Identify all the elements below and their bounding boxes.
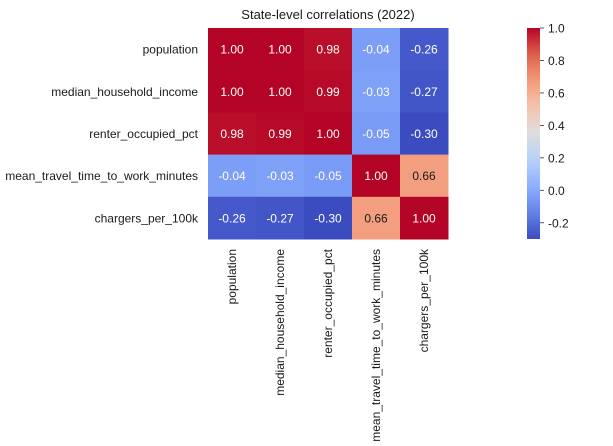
heatmap-cell (400, 154, 449, 198)
heatmap-cell (400, 70, 449, 113)
cell-value-label: 1.00 (412, 211, 436, 225)
cell-value-label: -0.26 (410, 43, 438, 57)
colorbar-gradient (527, 28, 540, 239)
heatmap-cell (256, 154, 305, 198)
cell-value-label: 0.99 (316, 85, 340, 99)
heatmap-cell (208, 70, 257, 113)
heatmap-cell (352, 28, 401, 71)
heatmap-cell (256, 28, 305, 71)
column-label: renter_occupied_pct (321, 248, 335, 357)
heatmap-cell (400, 196, 449, 240)
column-label: chargers_per_100k (417, 248, 431, 352)
cell-value-label: 0.66 (412, 169, 436, 183)
cell-value-label: 1.00 (220, 85, 244, 99)
colorbar: 1.0 0.8 0.6 0.4 0.2 0.0 -0.2 (527, 22, 569, 239)
heatmap-cell (400, 112, 449, 156)
heatmap-cell (304, 196, 353, 240)
colorbar-tick-label: 0.6 (548, 86, 565, 100)
colorbar-tick-label: 0.0 (548, 184, 565, 198)
heatmap-cell (352, 154, 401, 198)
cell-value-label: -0.30 (410, 127, 438, 141)
row-label: population (143, 43, 198, 57)
row-label: chargers_per_100k (95, 211, 199, 225)
cell-value-label: -0.27 (266, 211, 294, 225)
heatmap-cell (304, 28, 353, 71)
heatmap-cell (208, 196, 257, 240)
cell-value-label: -0.26 (218, 211, 246, 225)
cell-value-label: 1.00 (220, 43, 244, 57)
heatmap-cell (208, 154, 257, 198)
heatmap-cell (208, 112, 257, 156)
cell-value-label: 0.98 (220, 127, 244, 141)
chart-title: State-level correlations (2022) (241, 7, 414, 22)
cell-value-label: -0.05 (362, 127, 390, 141)
cell-value-label: 0.66 (364, 211, 388, 225)
cell-value-label: -0.30 (314, 211, 342, 225)
colorbar-tick-label: -0.2 (548, 216, 569, 230)
heatmap-cell (208, 28, 257, 71)
row-label: median_household_income (51, 85, 198, 99)
heatmap-cell (352, 70, 401, 113)
cell-value-label: -0.03 (362, 85, 390, 99)
cell-value-label: 1.00 (316, 127, 340, 141)
row-label: renter_occupied_pct (89, 127, 198, 141)
cell-value-label: -0.04 (362, 43, 390, 57)
column-labels: population median_household_income renter_… (225, 248, 431, 442)
cell-value-label: 1.00 (268, 85, 292, 99)
heatmap-cell (352, 196, 401, 240)
cell-value-label: -0.04 (218, 169, 246, 183)
row-labels: population median_household_income renter_… (5, 43, 199, 226)
heatmap-cell (256, 196, 305, 240)
colorbar-tick-label: 1.0 (548, 22, 565, 36)
cell-value-label: 1.00 (364, 169, 388, 183)
heatmap-cell (304, 154, 353, 198)
colorbar-tick-label: 0.4 (548, 119, 565, 133)
row-label: mean_travel_time_to_work_minutes (5, 169, 198, 183)
heatmap-cell (400, 28, 449, 71)
heatmap-cell (256, 112, 305, 156)
heatmap-cells: 1.00 1.00 0.98 -0.04 -0.26 1.00 1.00 0.99 -0.03 -… (208, 28, 449, 240)
cell-value-label: 0.98 (316, 43, 340, 57)
cell-value-label: 0.99 (268, 127, 292, 141)
heatmap-cell (256, 70, 305, 113)
heatmap-cell (304, 70, 353, 113)
cell-value-label: -0.27 (410, 85, 438, 99)
column-label: population (225, 249, 239, 304)
heatmap-cell (352, 112, 401, 156)
heatmap-cell (304, 112, 353, 156)
cell-value-label: 1.00 (268, 43, 292, 57)
colorbar-tick-label: 0.2 (548, 151, 565, 165)
colorbar-tick-label: 0.8 (548, 54, 565, 68)
column-label: median_household_income (273, 249, 287, 396)
cell-value-label: -0.03 (266, 169, 294, 183)
column-label: mean_travel_time_to_work_minutes (369, 249, 383, 441)
cell-value-label: -0.05 (314, 169, 342, 183)
